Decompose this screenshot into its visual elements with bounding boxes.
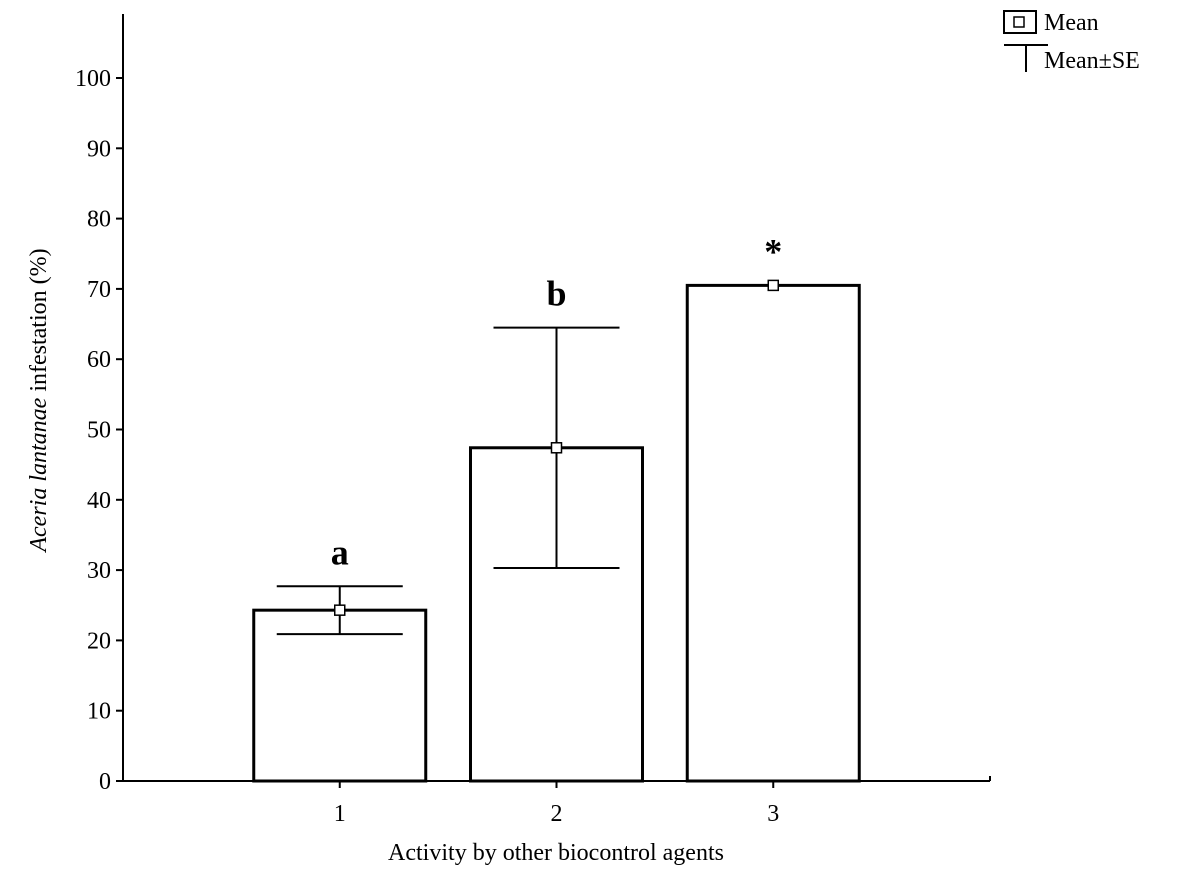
significance-label: b (546, 274, 566, 314)
mean-markers (334, 279, 779, 616)
mean-marker (767, 279, 779, 292)
mean-marker (550, 442, 563, 454)
legend-mean-label: Mean (1044, 10, 1099, 36)
y-axis-title-rest: infestation (%) (26, 248, 52, 397)
mean-marker (334, 604, 346, 616)
legend: Mean Mean±SE (1003, 10, 1140, 74)
x-tick-label: 1 (334, 801, 346, 827)
y-tick-label: 100 (75, 66, 111, 92)
y-tick-label: 80 (87, 207, 111, 233)
y-tick-label: 0 (99, 769, 111, 795)
legend-mean-icon (1013, 16, 1025, 28)
bars (252, 283, 861, 783)
y-tick-label: 30 (87, 558, 111, 584)
significance-label: * (764, 231, 782, 271)
x-axis-title: Activity by other biocontrol agents (388, 840, 724, 866)
y-tick-label: 20 (87, 628, 111, 654)
y-tick-label: 90 (87, 136, 111, 162)
y-tick-label: 10 (87, 699, 111, 725)
y-tick-label: 50 (87, 418, 111, 444)
y-axis-title: Aceria lantanae infestation (%) (26, 248, 52, 553)
bar (685, 283, 861, 783)
bar (252, 608, 428, 783)
y-tick-label: 40 (87, 488, 111, 514)
y-tick-label: 70 (87, 277, 111, 303)
significance-labels: a b * (331, 231, 783, 572)
x-tick-label: 2 (551, 801, 563, 827)
x-tick-label: 3 (767, 801, 779, 827)
y-tick-label: 60 (87, 347, 111, 373)
y-axis-title-species: Aceria lantanae (26, 397, 52, 553)
significance-label: a (331, 532, 349, 572)
legend-se-label: Mean±SE (1044, 48, 1140, 74)
